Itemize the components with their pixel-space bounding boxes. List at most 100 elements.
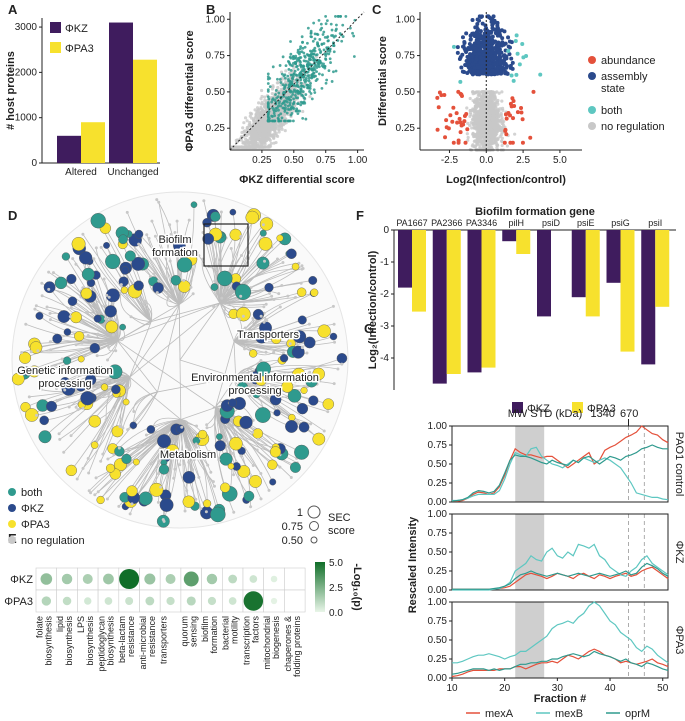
d-node: [31, 371, 35, 375]
c-point-navy: [489, 29, 494, 34]
b-point-teal: [308, 90, 311, 93]
d-node: [264, 302, 268, 306]
b-point-teal: [274, 93, 277, 96]
b-point-teal: [332, 50, 336, 54]
c-point-navy: [484, 28, 489, 33]
d-node: [308, 370, 312, 374]
b-point-grey: [267, 129, 271, 133]
b-point-teal: [289, 81, 293, 85]
b-point-teal: [337, 14, 340, 18]
c-point-grey: [483, 105, 487, 110]
d-node: [92, 257, 96, 261]
d-node: [114, 446, 125, 457]
d-node: [286, 294, 290, 298]
b-point-grey: [249, 140, 253, 144]
d-node: [39, 415, 49, 426]
b-point-teal: [296, 67, 300, 71]
c-point-navy: [476, 70, 481, 75]
b-point-teal: [312, 52, 316, 56]
c-point-grey: [499, 133, 503, 137]
d-node: [74, 262, 78, 266]
b-point-teal: [309, 49, 312, 53]
b-point-grey: [269, 121, 273, 125]
c-point-navy: [508, 65, 513, 70]
c-point-navy: [475, 27, 480, 32]
b-point-grey: [252, 145, 257, 149]
b-point-teal: [266, 102, 270, 106]
c-point-navy: [502, 53, 507, 58]
c-point-navy: [466, 56, 471, 61]
b-point-teal: [304, 93, 308, 96]
c-legend-label: abundance: [601, 55, 655, 67]
d-node: [252, 428, 263, 439]
d-node: [80, 391, 95, 406]
d-node: [190, 201, 198, 208]
b-point-teal: [288, 101, 292, 105]
d-node: [267, 388, 274, 395]
d-node: [287, 389, 302, 403]
b-point-grey: [279, 124, 284, 128]
d-node: [104, 418, 108, 422]
d-node: [332, 322, 336, 326]
b-point-teal: [320, 43, 324, 46]
c-point-grey: [486, 141, 490, 145]
d-node: [165, 267, 169, 271]
d-node: [22, 366, 32, 376]
d-node: [70, 311, 82, 324]
d-node: [105, 293, 109, 297]
d-node: [252, 308, 264, 320]
c-point-grey: [500, 90, 504, 94]
c-point-grey: [470, 144, 474, 148]
b-point-grey: [259, 97, 263, 101]
c-point-red: [458, 130, 463, 135]
b-point-teal: [284, 96, 288, 100]
d-node: [61, 252, 71, 261]
c-point-navy: [473, 48, 478, 53]
b-point-teal: [351, 31, 354, 35]
c-point-grey: [495, 110, 500, 114]
b-xtick-label: 0.75: [316, 155, 336, 166]
d-node: [289, 475, 293, 479]
d-edge: [235, 360, 262, 378]
d-node: [75, 380, 87, 392]
d-node: [143, 443, 147, 447]
c-point-navy: [488, 51, 493, 56]
d-edge: [117, 304, 180, 341]
b-point-teal: [277, 119, 281, 123]
d-node: [322, 429, 326, 433]
d-node: [19, 351, 32, 364]
b-point-teal: [324, 54, 328, 58]
b-point-teal: [273, 114, 277, 118]
b-point-teal: [266, 75, 270, 79]
b-point-grey: [260, 100, 264, 104]
d-node: [298, 421, 310, 433]
d-node: [307, 322, 311, 326]
b-point-teal: [325, 78, 329, 82]
d-node: [152, 272, 156, 276]
b-point-teal: [266, 95, 270, 99]
c-xlabel: Log2(Infection/control): [446, 174, 566, 186]
d-node: [268, 291, 272, 295]
d-node: [336, 367, 340, 371]
b-point-grey: [259, 136, 263, 140]
b-point-grey: [263, 139, 267, 144]
c-point-navy: [461, 44, 466, 49]
d-node: [131, 256, 146, 271]
b-point-grey: [269, 141, 273, 146]
c-point-red: [457, 116, 462, 121]
b-point-grey: [252, 140, 256, 145]
d-node: [219, 210, 223, 214]
b-point-teal: [277, 114, 281, 117]
c-point-navy: [478, 35, 483, 40]
d-edge: [18, 340, 118, 380]
panel-label-G: G: [364, 321, 374, 336]
a-legend-swatch: [50, 42, 61, 53]
c-point-grey: [496, 136, 500, 140]
b-point-teal: [301, 64, 305, 68]
d-edge: [178, 252, 198, 305]
d-node: [244, 375, 248, 379]
b-point-teal: [292, 97, 295, 101]
b-point-teal: [302, 59, 306, 63]
d-node: [242, 303, 246, 307]
c-point-navy: [468, 37, 473, 42]
